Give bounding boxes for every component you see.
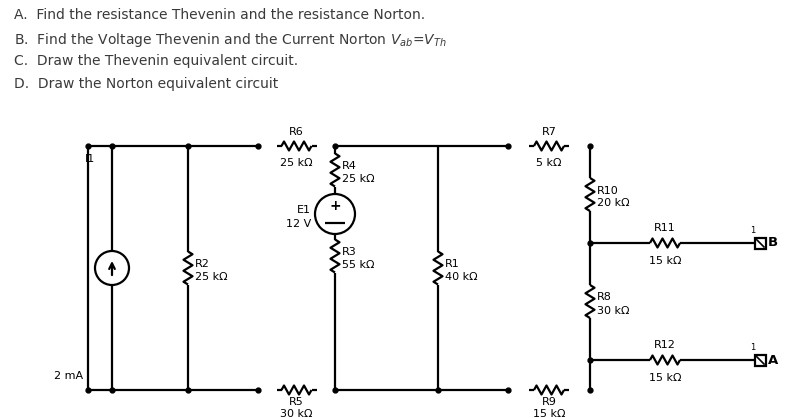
- Text: 40 kΩ: 40 kΩ: [445, 272, 478, 282]
- Bar: [754, 237, 765, 248]
- Text: 2 mA: 2 mA: [54, 371, 83, 381]
- Text: E1: E1: [297, 205, 311, 215]
- Text: R6: R6: [289, 127, 304, 137]
- Text: 15 kΩ: 15 kΩ: [533, 409, 565, 418]
- Text: R8: R8: [597, 293, 612, 303]
- Text: 25 kΩ: 25 kΩ: [280, 158, 313, 168]
- Text: R10: R10: [597, 186, 618, 196]
- Text: A.  Find the resistance Thevenin and the resistance Norton.: A. Find the resistance Thevenin and the …: [14, 8, 425, 22]
- Text: 20 kΩ: 20 kΩ: [597, 199, 630, 209]
- Text: R5: R5: [289, 397, 304, 407]
- Text: 5 kΩ: 5 kΩ: [536, 158, 562, 168]
- Text: B.  Find the Voltage Thevenin and the Current Norton $V_{ab}$=$V_{Th}$: B. Find the Voltage Thevenin and the Cur…: [14, 31, 447, 49]
- Text: 15 kΩ: 15 kΩ: [649, 256, 682, 266]
- Text: A: A: [768, 354, 778, 367]
- Text: R1: R1: [445, 259, 459, 269]
- Text: B: B: [768, 237, 778, 250]
- Text: +: +: [329, 199, 341, 213]
- Text: R9: R9: [542, 397, 556, 407]
- Text: 15 kΩ: 15 kΩ: [649, 373, 682, 383]
- Text: 30 kΩ: 30 kΩ: [597, 306, 630, 316]
- Text: R3: R3: [342, 247, 356, 257]
- Text: 12 V: 12 V: [286, 219, 311, 229]
- Text: 55 kΩ: 55 kΩ: [342, 260, 375, 270]
- Text: D.  Draw the Norton equivalent circuit: D. Draw the Norton equivalent circuit: [14, 77, 278, 91]
- Text: 25 kΩ: 25 kΩ: [342, 174, 375, 184]
- Text: R11: R11: [654, 223, 676, 233]
- Text: R7: R7: [542, 127, 556, 137]
- Text: 25 kΩ: 25 kΩ: [195, 272, 228, 282]
- Text: 1: 1: [750, 343, 756, 352]
- Text: R4: R4: [342, 161, 357, 171]
- Text: 30 kΩ: 30 kΩ: [280, 409, 312, 418]
- Text: I1: I1: [85, 154, 95, 164]
- Text: R12: R12: [654, 340, 676, 350]
- Text: R2: R2: [195, 259, 210, 269]
- Text: 1: 1: [750, 226, 756, 235]
- Bar: [754, 354, 765, 365]
- Text: C.  Draw the Thevenin equivalent circuit.: C. Draw the Thevenin equivalent circuit.: [14, 54, 298, 68]
